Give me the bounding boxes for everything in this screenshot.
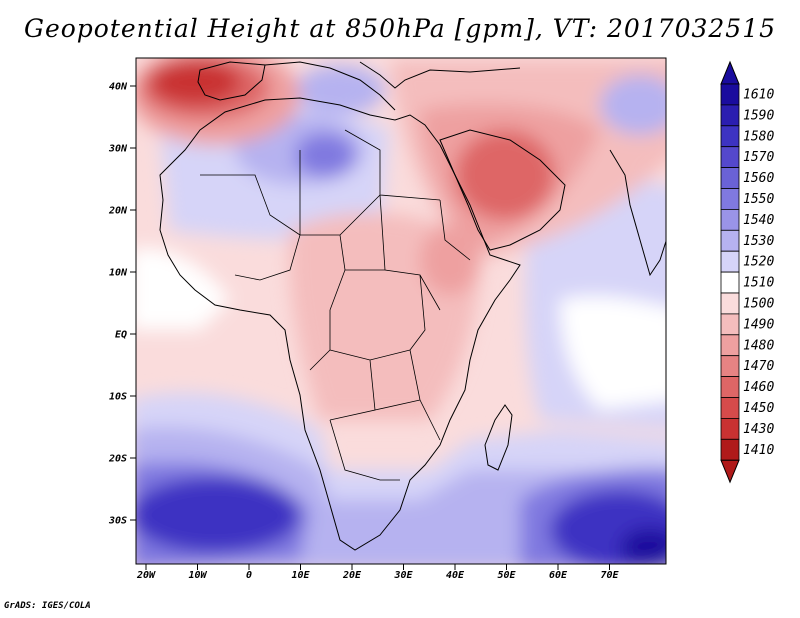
colorbar-label: 1460 (743, 380, 774, 395)
iberia-coastline (197, 61, 266, 101)
longitude-label: 30E (393, 570, 413, 581)
colorbar-label: 1520 (743, 255, 774, 270)
colorbar-label: 1560 (743, 171, 774, 186)
longitude-label: 60E (549, 570, 568, 581)
colorbar-swatch (720, 376, 740, 398)
longitude-label: 40E (446, 570, 465, 581)
longitude-label: 20E (342, 570, 362, 581)
longitude-labels: 20W 10W 0 10E 20E 30E 40E 50E 60E 70E (136, 564, 620, 581)
longitude-label: 20W (136, 570, 156, 581)
latitude-label: 20S (108, 454, 127, 465)
europe-coastline (264, 61, 521, 111)
colorbar-label: 1610 (743, 87, 774, 102)
colorbar-swatch (720, 292, 740, 315)
grads-credit: GrADS: IGES/COLA (4, 601, 91, 611)
colorbar-label: 1470 (743, 359, 774, 374)
colorbar-swatch (720, 334, 740, 357)
longitude-label: 10E (291, 570, 310, 581)
arabia-warm-core (455, 130, 555, 220)
south-atlantic-high (136, 477, 300, 553)
latitude-label: 10N (109, 268, 128, 279)
colorbar-swatch (720, 313, 740, 336)
longitude-label: 0 (246, 570, 252, 581)
colorbar-label: 1490 (743, 317, 774, 332)
colorbar-swatch (720, 146, 740, 168)
latitude-label: 40N (109, 82, 128, 93)
map-title: Geopotential Height at 850hPa [gpm], VT:… (23, 14, 777, 43)
latitude-label: 20N (108, 206, 128, 217)
colorbar-label: 1530 (743, 234, 774, 249)
colorbar-label: 1430 (743, 422, 774, 437)
colorbar-label: 1550 (743, 192, 774, 207)
colorbar-swatch (720, 250, 740, 273)
arabia-coastline (439, 129, 566, 251)
madagascar-coastline (484, 404, 513, 471)
africa-coastline (159, 97, 521, 551)
colorbar-label: 1480 (743, 338, 774, 353)
indian-ocean-neutral (560, 295, 666, 410)
india-coastline (609, 149, 666, 277)
colorbar-swatch (720, 208, 740, 231)
colorbar-swatch (720, 229, 740, 252)
south-indian-high (550, 490, 666, 564)
himalaya-cool (600, 75, 666, 135)
colorbar-label: 1590 (743, 108, 774, 123)
colorbar-swatch (720, 167, 740, 189)
longitude-label: 10W (188, 570, 207, 581)
coastlines-borders (159, 61, 666, 551)
iberia-low-core (150, 60, 240, 104)
colorbar-bottom-arrow (720, 459, 740, 484)
latitude-label: 10S (109, 392, 127, 403)
mediterranean-cool (295, 65, 385, 115)
colorbar-label: 1540 (743, 213, 774, 228)
colorbar-label: 1450 (743, 401, 774, 416)
latitude-label: 30S (108, 516, 127, 527)
colorbar-label: 1410 (743, 443, 774, 458)
south-indian-core (620, 528, 666, 564)
colorbar-swatch (720, 104, 740, 127)
latitude-label: EQ (115, 330, 127, 341)
colorbar-label: 1570 (743, 150, 774, 165)
plot-frame (135, 57, 667, 565)
colorbar-swatch (720, 397, 740, 419)
ethiopia-warm (420, 225, 480, 295)
longitude-label: 70E (600, 570, 619, 581)
equatorial-atlantic-neutral (136, 248, 230, 330)
country-borders (200, 129, 471, 481)
colorbar-label: 1580 (743, 129, 774, 144)
sahara-cool-center (295, 133, 355, 177)
latitude-label: 30N (108, 144, 128, 155)
colorbar-swatch (720, 125, 740, 148)
colorbar-swatch (720, 355, 740, 378)
colorbar-swatch (720, 438, 740, 461)
latitude-labels: 40N 30N 20N 10N EQ 10S 20S 30S (108, 82, 136, 527)
colorbar-label: 1500 (743, 296, 774, 311)
colorbar-top-arrow (720, 60, 740, 85)
colorbar-swatch (720, 83, 740, 106)
colorbar-label: 1510 (743, 276, 774, 291)
longitude-label: 50E (497, 570, 516, 581)
geopotential-field (136, 58, 666, 564)
colorbar-swatch (720, 188, 740, 210)
colorbar-swatch (720, 271, 740, 294)
colorbar-swatch (720, 417, 740, 440)
colorbar: 1610 1590 1580 1570 1560 1550 1540 1530 1520 1510… (720, 60, 774, 484)
